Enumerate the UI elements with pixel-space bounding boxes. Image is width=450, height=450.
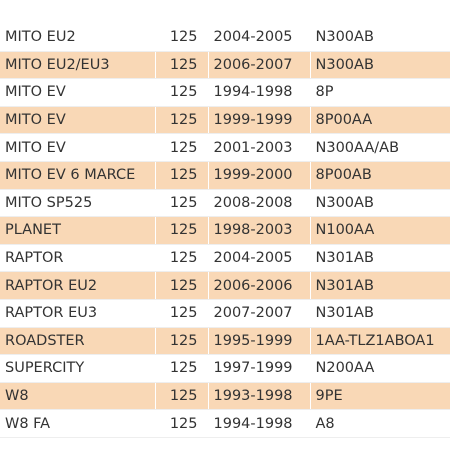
table-cell: 1999-2000 <box>208 161 311 190</box>
table-cell: 2007-2007 <box>208 299 311 328</box>
table-row: MITO EU2 125 2004-2005 N300AB <box>0 24 450 52</box>
table-cell: MITO EV <box>0 133 156 162</box>
table-cell: N100AA <box>310 216 450 245</box>
table-cell: N200AA <box>310 354 450 383</box>
table-cell: 125 <box>155 271 209 300</box>
table-cell: 2004-2005 <box>208 244 311 273</box>
table-row: RAPTOR 125 2004-2005 N301AB <box>0 244 450 273</box>
table-cell: 125 <box>155 106 209 135</box>
table-row: MITO EV 6 MARCE 125 1999-2000 8P00AB <box>0 161 450 190</box>
table-row: MITO EV 125 1999-1999 8P00AA <box>0 106 450 135</box>
table-row: MITO SP525 125 2008-2008 N300AB <box>0 189 450 218</box>
table-cell: 125 <box>155 24 209 52</box>
table-cell: 2001-2003 <box>208 133 311 162</box>
table-cell: 8P00AB <box>310 161 450 190</box>
table-row: RAPTOR EU2 125 2006-2006 N301AB <box>0 271 450 300</box>
table-cell: 1995-1999 <box>208 327 311 356</box>
table-row: RAPTOR EU3 125 2007-2007 N301AB <box>0 299 450 328</box>
table-cell: 1993-1998 <box>208 382 311 411</box>
table-cell: 125 <box>155 327 209 356</box>
table-cell: 125 <box>155 189 209 218</box>
table-cell: 125 <box>155 409 209 438</box>
table-cell: 125 <box>155 299 209 328</box>
table-cell: 125 <box>155 244 209 273</box>
table-cell: ROADSTER <box>0 327 156 356</box>
table-cell: N301AB <box>310 299 450 328</box>
table-cell: N300AB <box>310 189 450 218</box>
table-cell: SUPERCITY <box>0 354 156 383</box>
table-cell: RAPTOR EU3 <box>0 299 156 328</box>
table-cell: 1998-2003 <box>208 216 311 245</box>
table-cell: N300AB <box>310 24 450 52</box>
table-cell: MITO EV <box>0 106 156 135</box>
table-cell: RAPTOR EU2 <box>0 271 156 300</box>
table-cell: A8 <box>310 409 450 438</box>
parts-table: MITO EU2 125 2004-2005 N300AB MITO EU2/EU3 12… <box>0 24 450 438</box>
table-cell: 125 <box>155 354 209 383</box>
table-cell: 8P00AA <box>310 106 450 135</box>
table-cell: N301AB <box>310 244 450 273</box>
table-cell: RAPTOR <box>0 244 156 273</box>
table-cell: 9PE <box>310 382 450 411</box>
table-cell: PLANET <box>0 216 156 245</box>
table-cell: N300AA/AB <box>310 133 450 162</box>
table-row: ROADSTER 125 1995-1999 1AA-TLZ1ABOA1 <box>0 327 450 356</box>
table-row: PLANET 125 1998-2003 N100AA <box>0 216 450 245</box>
table-cell: 125 <box>155 133 209 162</box>
table-cell: 8P <box>310 78 450 107</box>
table-cell: MITO EV <box>0 78 156 107</box>
table-cell: MITO EU2 <box>0 24 156 52</box>
table-row: W8 125 1993-1998 9PE <box>0 382 450 411</box>
table-cell: 1AA-TLZ1ABOA1 <box>310 327 450 356</box>
table-cell: 1997-1999 <box>208 354 311 383</box>
table-cell: 1994-1998 <box>208 409 311 438</box>
table-cell: N300AB <box>310 51 450 80</box>
table-cell: 125 <box>155 51 209 80</box>
table-cell: N301AB <box>310 271 450 300</box>
table-cell: 2006-2007 <box>208 51 311 80</box>
table-body: MITO EU2 125 2004-2005 N300AB MITO EU2/EU3 12… <box>0 24 450 438</box>
table-cell: 2004-2005 <box>208 24 311 52</box>
table-cell: 125 <box>155 78 209 107</box>
table-cell: 125 <box>155 216 209 245</box>
table-row: SUPERCITY 125 1997-1999 N200AA <box>0 354 450 383</box>
table-row: MITO EU2/EU3 125 2006-2007 N300AB <box>0 51 450 80</box>
table-cell: MITO SP525 <box>0 189 156 218</box>
table-cell: 2008-2008 <box>208 189 311 218</box>
table-cell: W8 FA <box>0 409 156 438</box>
table-row: MITO EV 125 1994-1998 8P <box>0 78 450 107</box>
table-cell: W8 <box>0 382 156 411</box>
table-cell: 125 <box>155 161 209 190</box>
table-container: MITO EU2 125 2004-2005 N300AB MITO EU2/EU3 12… <box>0 24 450 438</box>
table-row: MITO EV 125 2001-2003 N300AA/AB <box>0 133 450 162</box>
table-cell: 1999-1999 <box>208 106 311 135</box>
table-cell: MITO EU2/EU3 <box>0 51 156 80</box>
table-cell: 2006-2006 <box>208 271 311 300</box>
table-cell: MITO EV 6 MARCE <box>0 161 156 190</box>
table-cell: 125 <box>155 382 209 411</box>
table-row: W8 FA 125 1994-1998 A8 <box>0 409 450 438</box>
table-cell: 1994-1998 <box>208 78 311 107</box>
